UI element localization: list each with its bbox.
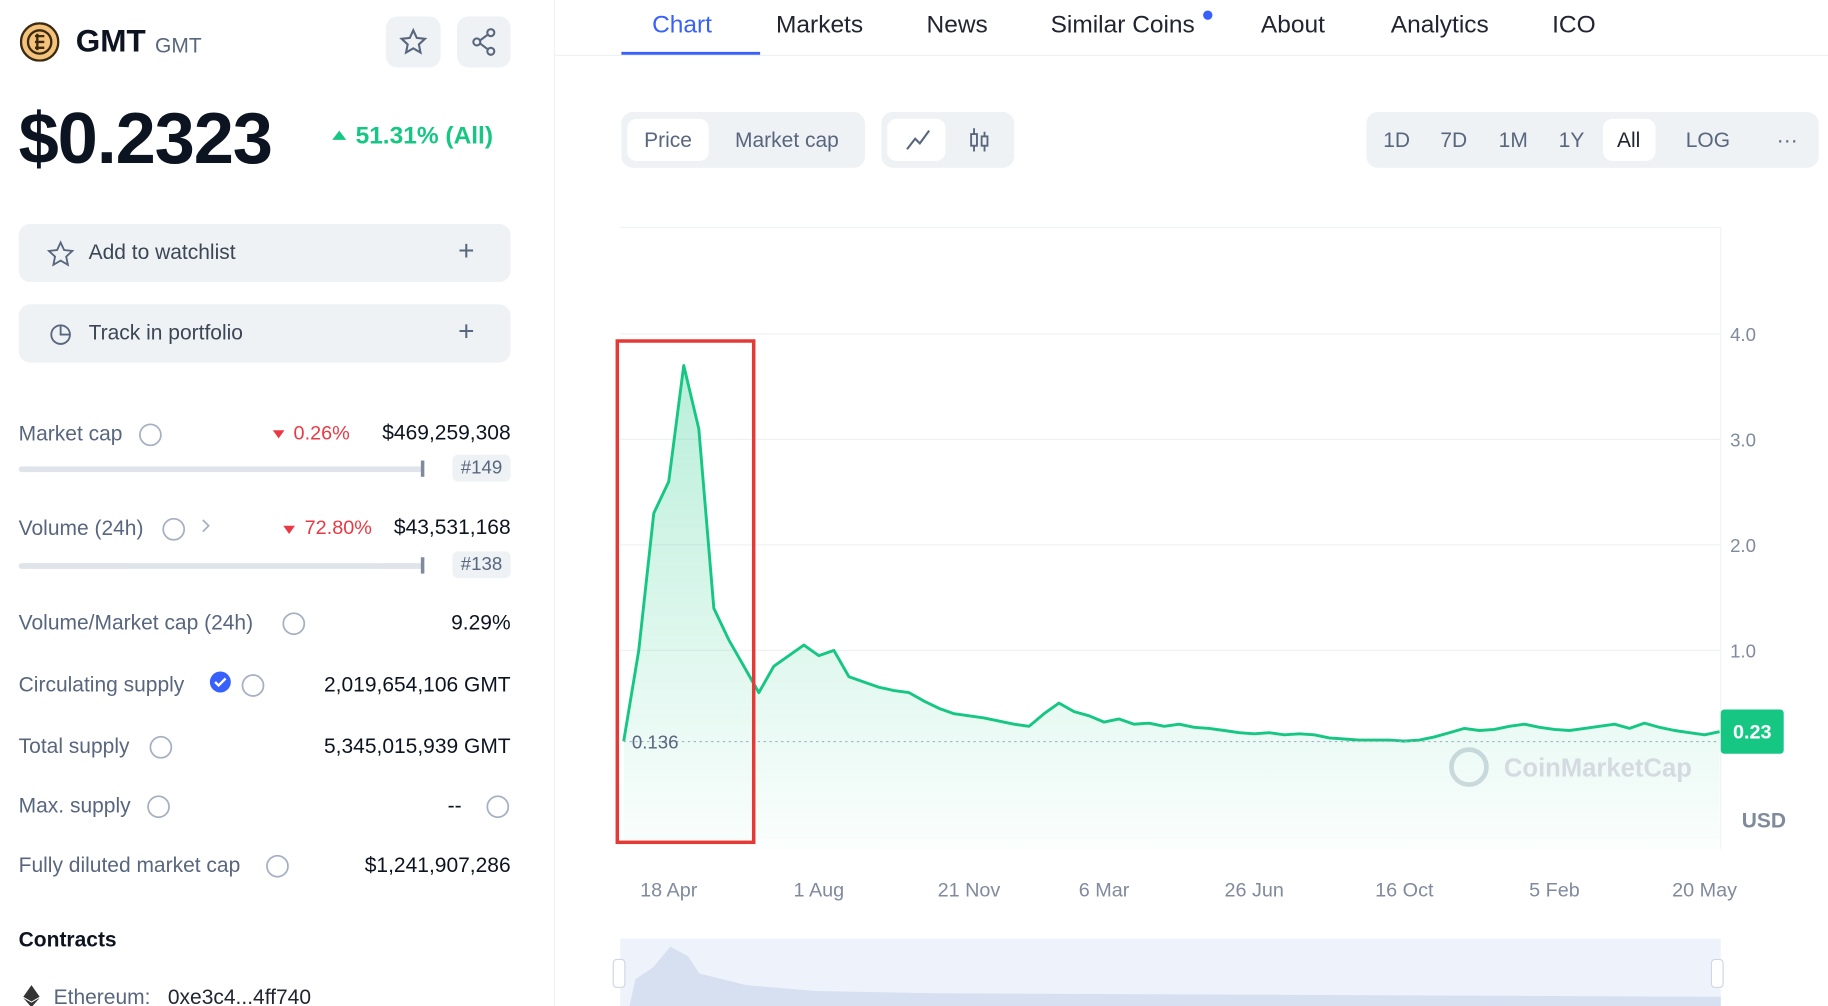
range[interactable]: LOG — [1685, 128, 1731, 152]
x-tick-label: 26 Jun — [1224, 880, 1283, 902]
stat-value: $1,241,907,286 — [364, 853, 511, 877]
more-button[interactable]: ··· — [1776, 128, 1798, 152]
tab[interactable]: Similar Coins — [1050, 11, 1195, 39]
navigator-handle[interactable] — [612, 958, 626, 989]
rank-bar — [18, 466, 425, 473]
portfolio-button[interactable] — [18, 304, 511, 363]
range[interactable]: 1D — [1383, 128, 1411, 152]
contract-chain: Ethereum: — [53, 985, 151, 1006]
stat-label: Fully diluted market cap — [18, 853, 241, 877]
y-tick-label: 1.0 — [1730, 640, 1756, 661]
stat-change: 0.26% — [293, 422, 350, 445]
stat-value: 2,019,654,106 GMT — [323, 672, 511, 696]
range[interactable]: 1Y — [1558, 128, 1585, 152]
tab[interactable]: Chart — [652, 11, 712, 39]
price-line — [622, 364, 1720, 743]
plus-icon: + — [458, 235, 475, 267]
price-change: 51.31% (All) — [355, 122, 494, 150]
tab[interactable]: About — [1260, 11, 1325, 39]
rank-badge: #138 — [452, 551, 511, 579]
watchlist-text: Add to watchlist — [88, 240, 236, 264]
range[interactable]: 7D — [1440, 128, 1468, 152]
stat-value: $43,531,168 — [393, 515, 511, 539]
stat-label: Circulating supply — [18, 672, 185, 696]
toggle-active — [627, 118, 709, 161]
x-tick-label: 16 Oct — [1375, 880, 1434, 902]
range-active — [1603, 118, 1656, 161]
rank-bar — [18, 563, 425, 569]
stat-label: Volume (24h) — [18, 516, 144, 540]
x-tick-label: 18 Apr — [640, 880, 698, 902]
tab[interactable]: Markets — [776, 11, 864, 39]
verified-badge — [209, 671, 231, 693]
coin-name: GMT — [75, 23, 146, 59]
star-button[interactable] — [385, 16, 441, 68]
price-area — [623, 365, 1720, 849]
notify-dot — [1203, 10, 1213, 20]
navigator-handle[interactable] — [1710, 958, 1724, 989]
watermark: CoinMarketCap — [1504, 754, 1692, 782]
x-tick-label: 20 May — [1672, 880, 1737, 902]
x-tick-label: 6 Mar — [1079, 880, 1130, 902]
stat-change: 72.80% — [304, 516, 372, 539]
range-group — [1366, 111, 1819, 168]
star-icon — [46, 240, 75, 267]
price: $0.2323 — [18, 99, 273, 180]
stat-label: Volume/Market cap (24h) — [18, 610, 254, 635]
current-price-label: 0.23 — [1733, 722, 1772, 744]
eth-icon — [23, 985, 40, 1006]
rank-badge: #149 — [452, 454, 511, 482]
contracts-title: Contracts — [18, 927, 117, 952]
stat-label: Max. supply — [18, 793, 131, 818]
down-arrow — [272, 430, 285, 439]
x-tick-label: 5 Feb — [1529, 880, 1580, 902]
stat-label: Market cap — [18, 422, 123, 446]
highlight-box — [615, 339, 756, 845]
range[interactable]: All — [1616, 128, 1641, 152]
tab[interactable]: News — [926, 11, 988, 39]
stat-value: 5,345,015,939 GMT — [323, 734, 511, 758]
info-icons — [139, 0, 555, 1006]
plus-icon: + — [458, 315, 475, 348]
x-tick-label: 1 Aug — [794, 880, 845, 902]
stat-value: -- — [447, 793, 462, 818]
toggle[interactable]: Price — [644, 128, 692, 152]
pie-icon — [50, 324, 71, 345]
current-price-badge — [1720, 709, 1784, 754]
stat-label: Total supply — [18, 734, 130, 758]
stat-value: 9.29% — [451, 610, 511, 635]
y-tick-label: 4.0 — [1730, 324, 1756, 345]
coin-symbol: GMT — [155, 33, 202, 58]
low-label: 0.136 — [632, 732, 679, 753]
unit-label: USD — [1742, 810, 1786, 833]
x-tick-label: 21 Nov — [938, 880, 1001, 902]
portfolio-text: Track in portfolio — [88, 320, 243, 344]
coin-logo — [19, 22, 60, 62]
navigator-area — [629, 946, 1721, 1006]
contract-address: 0xe3c4...4ff740 — [167, 985, 312, 1006]
chart-type-icons — [906, 128, 989, 152]
watchlist-button[interactable] — [18, 223, 511, 283]
up-arrow — [332, 130, 347, 140]
toggle[interactable]: Market cap — [735, 128, 839, 152]
share-button[interactable] — [457, 16, 511, 68]
tab[interactable]: ICO — [1552, 11, 1596, 39]
y-tick-label: 3.0 — [1730, 429, 1756, 450]
stat-value: $469,259,308 — [382, 420, 511, 445]
rank-marker — [420, 557, 425, 574]
tab[interactable]: Analytics — [1390, 11, 1489, 39]
y-tick-label: 2.0 — [1730, 535, 1756, 556]
rank-marker — [420, 460, 425, 477]
down-arrow — [283, 525, 295, 534]
range[interactable]: 1M — [1498, 128, 1528, 152]
